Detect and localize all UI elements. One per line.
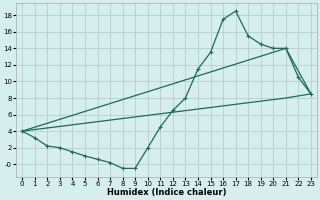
X-axis label: Humidex (Indice chaleur): Humidex (Indice chaleur)	[107, 188, 226, 197]
